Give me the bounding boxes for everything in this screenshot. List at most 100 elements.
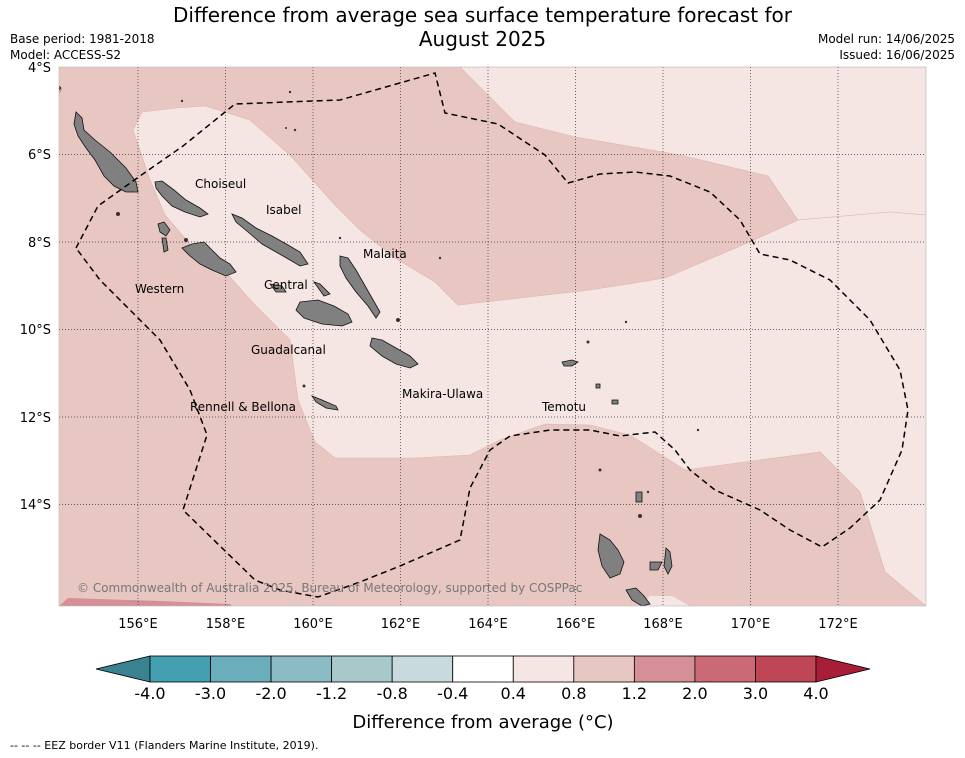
land	[59, 85, 673, 606]
land-vella-lavella	[157, 221, 171, 237]
land-maewo	[663, 547, 673, 575]
lat-label: 6°S	[28, 148, 51, 163]
lat-label: 8°S	[28, 236, 51, 251]
lon-label: 168°E	[643, 617, 683, 632]
colorbar: -4.0 -3.0 -2.0 -1.2 -0.8 -0.4 0.4 0.8 1.2 2.0 3.0 4…	[95, 655, 871, 703]
colorbar-tick-label: 4.0	[803, 684, 828, 703]
colorbar-tick-label: 0.4	[501, 684, 526, 703]
islet	[646, 490, 650, 494]
land-isabel	[231, 213, 309, 267]
map-title: Difference from average sea surface temp…	[0, 3, 965, 51]
title-line-2: August 2025	[418, 27, 547, 51]
colorbar-tick-label: -3.0	[195, 684, 226, 703]
colorbar-segment	[452, 655, 514, 683]
land-small-island	[611, 399, 619, 405]
lon-label: 164°E	[468, 617, 508, 632]
islet	[696, 428, 700, 432]
colorbar-title: Difference from average (°C)	[352, 712, 613, 733]
islet	[598, 468, 602, 472]
lon-label: 172°E	[818, 617, 858, 632]
land-choiseul	[154, 180, 209, 218]
meta-left: Base period: 1981-2018 Model: ACCESS-S2	[10, 31, 155, 63]
colorbar-extend-high	[815, 655, 871, 683]
land-rennell	[310, 395, 339, 411]
eez-legend-footer: -- -- -- EEZ border V11 (Flanders Marine…	[10, 739, 319, 752]
islet	[285, 127, 287, 129]
lon-label: 162°E	[381, 617, 421, 632]
islet	[293, 128, 297, 132]
colorbar-segment	[149, 655, 211, 683]
lat-axis: 4°S 6°S 8°S 10°S 12°S 14°S	[20, 61, 51, 513]
land-small-island	[595, 383, 601, 389]
place-label-western: Western	[135, 282, 184, 296]
place-label-makira-ulawa: Makira-Ulawa	[402, 387, 483, 401]
colorbar-segment	[755, 655, 817, 683]
anomaly-field-central-pale	[132, 105, 926, 606]
islet	[438, 256, 442, 260]
map-frame	[58, 66, 927, 607]
meta-right: Model run: 14/06/2025 Issued: 16/06/2025	[818, 31, 955, 63]
land-nendo	[561, 359, 579, 367]
land-russell	[312, 281, 331, 297]
anomaly-field-ne-pale	[459, 67, 926, 221]
map-area: Choiseul Isabel Malaita Western Central …	[59, 67, 926, 606]
colorbar-extend-low	[95, 655, 151, 683]
lat-label: 10°S	[20, 323, 51, 338]
lat-label: 12°S	[20, 411, 51, 426]
islet	[302, 384, 306, 388]
colorbar-tick-label: -1.2	[316, 684, 347, 703]
place-label-temotu: Temotu	[541, 400, 586, 414]
lat-label: 14°S	[20, 498, 51, 513]
islet	[624, 320, 628, 324]
colorbar-segment	[331, 655, 393, 683]
base-period: Base period: 1981-2018	[10, 32, 155, 46]
islet	[180, 99, 184, 103]
colorbar-segment	[210, 655, 272, 683]
lon-label: 160°E	[293, 617, 333, 632]
colorbar-tick-label: -0.4	[437, 684, 468, 703]
colorbar-tick-label: 2.0	[682, 684, 707, 703]
land-guadalcanal	[295, 299, 353, 327]
land-espiritu-santo	[597, 533, 625, 579]
land-makira	[369, 337, 419, 369]
land-malaita	[339, 255, 381, 319]
lon-label: 156°E	[118, 617, 158, 632]
colorbar-tick-label: 1.2	[622, 684, 647, 703]
land-torres-islands	[635, 491, 643, 503]
islets	[116, 90, 700, 518]
land-new-georgia	[181, 241, 237, 277]
anomaly-field-small-pale	[640, 596, 690, 606]
colorbar-tick-label: -4.0	[134, 684, 165, 703]
land-bougainville	[73, 111, 139, 193]
lon-label: 158°E	[206, 617, 246, 632]
lon-label: 166°E	[556, 617, 596, 632]
lon-axis: 156°E 158°E 160°E 162°E 164°E 166°E 168°…	[118, 617, 858, 632]
colorbar-segment	[391, 655, 454, 683]
islet	[586, 340, 590, 344]
colorbar-segment	[633, 655, 696, 683]
land-edge-west	[59, 85, 62, 91]
colorbar-segment	[270, 655, 333, 683]
place-label-central: Central	[264, 278, 308, 292]
islet	[396, 318, 400, 322]
land-ambae	[649, 561, 663, 571]
land-central-islands	[269, 283, 287, 293]
colorbar-segment	[694, 655, 756, 683]
colorbar-tick-label: 3.0	[743, 684, 768, 703]
islet	[288, 90, 292, 94]
colorbar-segment	[573, 655, 635, 683]
place-label-malaita: Malaita	[363, 247, 407, 261]
anomaly-field-warm-strip	[59, 598, 232, 606]
place-label-isabel: Isabel	[266, 203, 301, 217]
place-label-choiseul: Choiseul	[195, 177, 246, 191]
colorbar-segment	[512, 655, 575, 683]
land-malekula	[625, 587, 651, 606]
colorbar-tick-label: 0.8	[561, 684, 586, 703]
colorbar-tick-label: -0.8	[377, 684, 408, 703]
place-label-rennell-bellona: Rennell & Bellona	[190, 400, 296, 414]
model-run: Model run: 14/06/2025	[817, 32, 955, 46]
model-name: Model: ACCESS-S2	[10, 48, 122, 62]
islet	[638, 514, 642, 518]
title-line-1: Difference from average sea surface temp…	[172, 3, 792, 27]
